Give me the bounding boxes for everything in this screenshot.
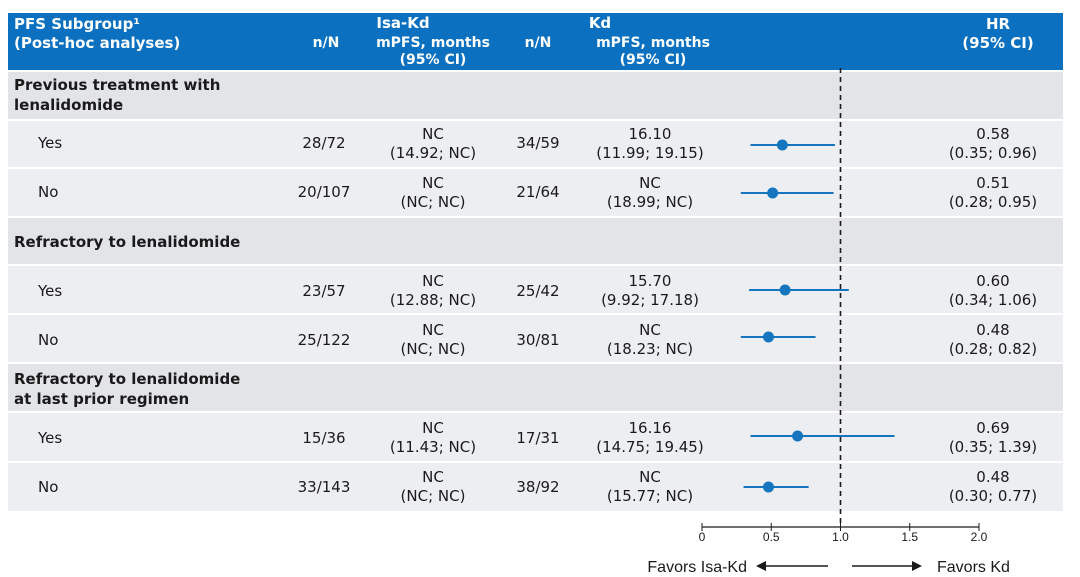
row-label: No	[38, 331, 59, 349]
row-label: No	[38, 183, 59, 201]
right-arrow-head	[912, 561, 922, 571]
kd-mpfs: 15.70 (9.92; 17.18)	[601, 272, 699, 309]
left-arrow-head	[756, 561, 766, 571]
hr-point	[762, 481, 774, 493]
group-row: Refractory to lenalidomide at last prior…	[8, 364, 1063, 411]
favors-kd-label: Favors Kd	[937, 559, 1010, 576]
table-row: Yes 28/72 NC (14.92; NC) 34/59 16.10 (11…	[8, 121, 1063, 167]
kd-mpfs: NC (18.99; NC)	[606, 174, 694, 211]
table-row: No 25/122 NC (NC; NC) 30/81 NC (18.23; N…	[8, 315, 1063, 362]
hr-ci: 0.48 (0.28; 0.82)	[948, 321, 1038, 358]
kd-n: 30/81	[516, 331, 560, 349]
header-kd-mpfs: mPFS, months (95% CI)	[596, 35, 710, 68]
hr-point	[779, 284, 791, 296]
isa-n: 15/36	[302, 429, 346, 447]
isa-n: 20/107	[297, 183, 351, 201]
hr-ci: 0.58 (0.35; 0.96)	[948, 125, 1038, 162]
isa-n: 25/122	[297, 331, 351, 349]
x-tick-label: 2.0	[971, 530, 988, 544]
isa-mpfs: NC (NC; NC)	[400, 468, 466, 505]
row-label: Yes	[38, 134, 63, 152]
isa-n: 28/72	[302, 134, 346, 152]
isa-n: 33/143	[297, 478, 351, 496]
kd-n: 38/92	[516, 478, 560, 496]
group-row: Previous treatment with lenalidomide	[8, 72, 1063, 119]
kd-n: 25/42	[516, 282, 560, 300]
isa-mpfs: NC (12.88; NC)	[389, 272, 477, 309]
kd-mpfs: NC (15.77; NC)	[606, 468, 694, 505]
hr-point	[767, 187, 779, 199]
kd-mpfs: 16.10 (11.99; 19.15)	[596, 125, 704, 162]
hr-ci: 0.48 (0.30; 0.77)	[948, 468, 1038, 505]
header-kd-n: n/N	[524, 35, 552, 51]
group-row: Refractory to lenalidomide	[8, 218, 1063, 264]
x-tick-label: 0.5	[763, 530, 780, 544]
header-isa-kd: Isa-Kd	[376, 14, 430, 32]
x-tick-label: 1.5	[901, 530, 918, 544]
isa-mpfs: NC (NC; NC)	[400, 321, 466, 358]
x-tick-label: 0	[699, 530, 706, 544]
header-kd: Kd	[588, 14, 612, 32]
hr-ci: 0.51 (0.28; 0.95)	[948, 174, 1038, 211]
hr-point	[792, 430, 804, 442]
row-label: Yes	[38, 282, 63, 300]
header-title: PFS Subgroup¹ (Post-hoc analyses)	[14, 15, 181, 52]
table-row: No 33/143 NC (NC; NC) 38/92 NC (15.77; N…	[8, 463, 1063, 511]
kd-mpfs: 16.16 (14.75; 19.45)	[596, 419, 704, 456]
header-isa-n: n/N	[312, 35, 340, 51]
hr-point	[776, 139, 788, 151]
table-row: Yes 23/57 NC (12.88; NC) 25/42 15.70 (9.…	[8, 266, 1063, 313]
favors-isa-kd-label: Favors Isa-Kd	[647, 559, 747, 576]
kd-n: 17/31	[516, 429, 560, 447]
group-title: Refractory to lenalidomide at last prior…	[14, 370, 241, 408]
header-isa-mpfs: mPFS, months (95% CI)	[376, 35, 490, 68]
table-row: No 20/107 NC (NC; NC) 21/64 NC (18.99; N…	[8, 169, 1063, 216]
hr-point	[762, 331, 774, 343]
hr-ci: 0.69 (0.35; 1.39)	[948, 419, 1038, 456]
table-header: PFS Subgroup¹ (Post-hoc analyses) Isa-Kd…	[8, 13, 1063, 70]
isa-mpfs: NC (14.92; NC)	[389, 125, 477, 162]
group-title: Refractory to lenalidomide	[14, 233, 241, 251]
kd-mpfs: NC (18.23; NC)	[606, 321, 694, 358]
kd-n: 21/64	[516, 183, 560, 201]
isa-mpfs: NC (11.43; NC)	[389, 419, 477, 456]
row-label: Yes	[38, 429, 63, 447]
x-tick-label: 1.0	[832, 530, 849, 544]
header-hr: HR (95% CI)	[962, 15, 1034, 52]
hr-ci: 0.60 (0.34; 1.06)	[948, 272, 1038, 309]
kd-n: 34/59	[516, 134, 560, 152]
isa-mpfs: NC (NC; NC)	[400, 174, 466, 211]
isa-n: 23/57	[302, 282, 346, 300]
group-title: Previous treatment with lenalidomide	[14, 76, 221, 114]
row-label: No	[38, 478, 59, 496]
